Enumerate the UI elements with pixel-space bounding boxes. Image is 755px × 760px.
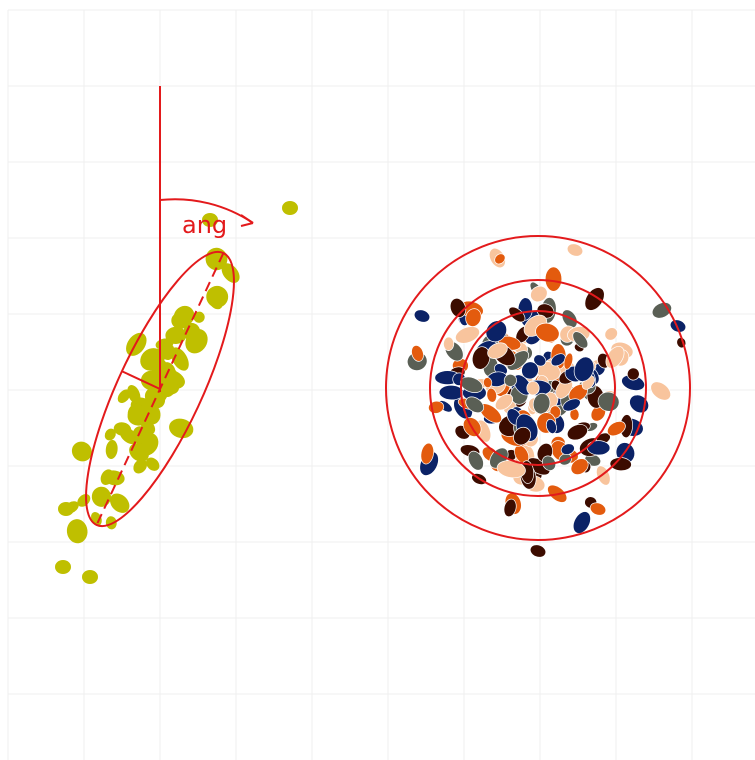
scatter-point <box>629 394 650 414</box>
scatter-point <box>544 266 563 292</box>
scatter-point <box>202 213 218 227</box>
scatter-point <box>586 440 611 456</box>
scatter-point <box>604 327 618 341</box>
scatter-point <box>589 502 607 516</box>
scatter-point <box>117 389 131 404</box>
scatter-point <box>535 322 560 343</box>
scatter-point <box>487 342 508 359</box>
scatter-point <box>109 493 130 513</box>
scatter-point <box>151 348 165 364</box>
scatter-point <box>165 326 187 345</box>
scatter-point <box>494 253 506 265</box>
scatter-point <box>566 424 588 441</box>
scatter-point <box>105 440 118 459</box>
scatter-point <box>513 426 532 446</box>
angle-arrowhead <box>240 214 254 227</box>
scatter-point <box>170 347 189 371</box>
scatter-point <box>411 345 424 362</box>
scatter-point <box>113 422 132 436</box>
scatter-point <box>82 570 98 584</box>
scatter-point <box>455 326 480 344</box>
scatter-point <box>141 419 156 435</box>
scatter-point <box>503 498 517 518</box>
minor-axis-line <box>121 370 161 390</box>
scatter-point <box>626 367 640 381</box>
covariance-ellipse-group <box>85 250 235 528</box>
scatter-point <box>545 418 557 434</box>
scatter-point <box>550 353 566 367</box>
scatter-point <box>669 319 687 333</box>
left-annotation: ang <box>85 86 254 528</box>
scatter-point <box>221 263 240 283</box>
scatter-point <box>529 544 547 558</box>
scatter-point <box>483 377 493 389</box>
scatter-point <box>443 336 455 351</box>
scatter-point <box>526 381 540 396</box>
scatter-point <box>467 450 484 471</box>
scatter-point <box>563 352 574 370</box>
outer-circle <box>385 235 691 541</box>
scatter-point <box>560 443 575 455</box>
scatter-point <box>104 428 116 441</box>
scatter-point <box>650 381 672 401</box>
scatter-point <box>127 384 141 404</box>
scatter-point <box>521 361 539 380</box>
scatter-point <box>465 308 482 327</box>
left-cluster-points <box>55 201 298 584</box>
scatter-point <box>420 442 435 465</box>
scatter-point <box>209 296 223 310</box>
scatter-point <box>532 392 551 415</box>
scatter-point <box>530 285 548 303</box>
scatter-point <box>494 393 514 411</box>
scatter-point <box>486 387 498 403</box>
scatter-point <box>282 201 298 215</box>
scatter-point <box>173 305 195 327</box>
scatter-point <box>146 457 160 471</box>
scatter-point <box>584 287 605 311</box>
scatter-point <box>566 243 584 257</box>
scatter-point <box>91 486 112 507</box>
scatter-point <box>129 443 149 462</box>
scatter-point <box>71 441 92 462</box>
right-annotation <box>385 235 691 541</box>
scatter-point <box>169 418 194 439</box>
scatter-point <box>572 331 589 349</box>
scatter-point <box>471 346 491 370</box>
angle-label: ang <box>182 211 227 239</box>
scatter-point <box>572 511 591 534</box>
scatter-point <box>465 396 485 414</box>
scatter-point <box>413 309 431 323</box>
inner-circle <box>460 310 616 466</box>
scatter-point <box>562 398 581 412</box>
scatter-point <box>541 455 557 471</box>
middle-circle <box>429 279 647 497</box>
scatter-point <box>133 459 147 474</box>
scatter-point <box>607 421 626 437</box>
scatter-point <box>503 373 517 387</box>
scatter-point <box>570 458 589 475</box>
scatter-point <box>55 560 71 574</box>
scatter-point <box>573 356 595 382</box>
scatter-point <box>66 519 88 544</box>
scatter-point <box>58 502 74 516</box>
scatter-point <box>193 311 205 323</box>
scatter-point <box>651 302 672 319</box>
